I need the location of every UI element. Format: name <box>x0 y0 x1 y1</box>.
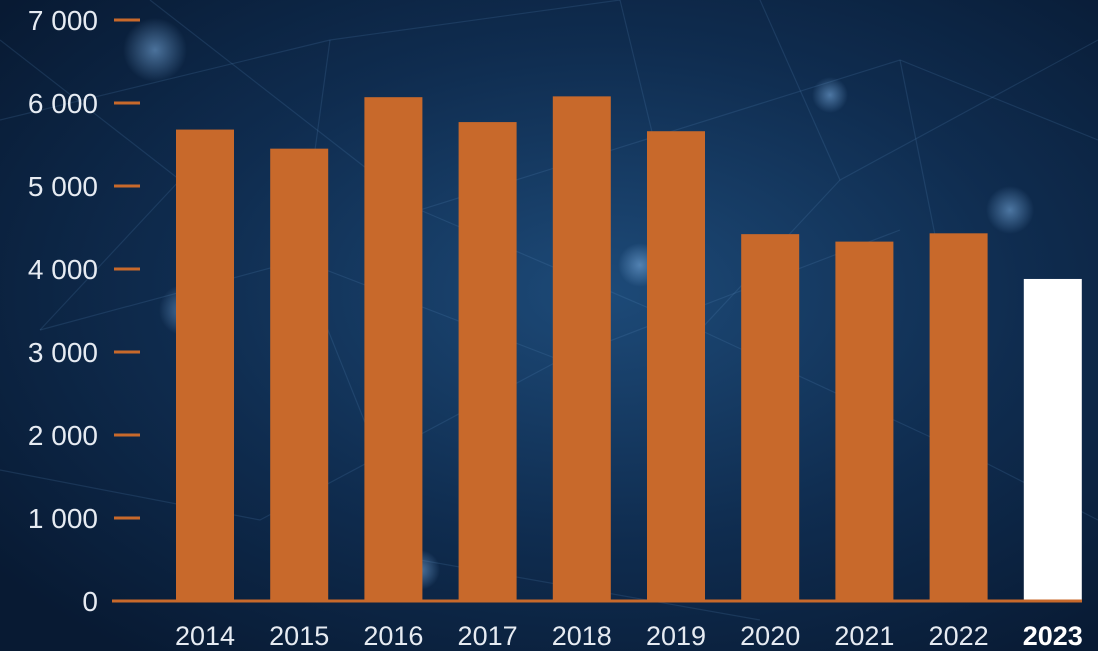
y-tick-label: 7 000 <box>28 5 98 36</box>
bar-2020 <box>741 234 800 601</box>
x-tick-label: 2020 <box>740 621 800 651</box>
y-tick-label: 3 000 <box>28 337 98 368</box>
x-tick-label: 2016 <box>363 621 423 651</box>
y-tick-label: 2 000 <box>28 420 98 451</box>
bar-2017 <box>458 122 517 601</box>
y-axis: 0 1 000 2 000 3 000 4 000 5 000 6 000 7 000 <box>28 5 140 617</box>
bar-2016 <box>364 97 423 601</box>
bar-2015 <box>270 148 329 601</box>
x-tick-label: 2015 <box>269 621 329 651</box>
bar-2023 <box>1023 278 1082 601</box>
x-tick-label: 2017 <box>458 621 518 651</box>
bar-2014 <box>176 129 234 601</box>
y-tick-label: 5 000 <box>28 171 98 202</box>
x-tick-label: 2023 <box>1023 621 1083 651</box>
bar-2022 <box>929 233 988 601</box>
x-tick-label: 2022 <box>929 621 989 651</box>
y-tick-label: 0 <box>82 586 98 617</box>
y-tick-label: 1 000 <box>28 503 98 534</box>
bar-2021 <box>835 241 894 602</box>
x-tick-label: 2014 <box>175 621 235 651</box>
bar-2019 <box>647 131 705 601</box>
x-tick-label: 2021 <box>834 621 894 651</box>
x-axis: 2014 2015 2016 2017 2018 2019 2020 2021 2022 2023 <box>175 621 1083 651</box>
bars <box>176 96 1082 602</box>
x-tick-label: 2019 <box>646 621 706 651</box>
y-tick-label: 4 000 <box>28 254 98 285</box>
bar-2018 <box>552 96 611 602</box>
y-tick-label: 6 000 <box>28 88 98 119</box>
x-tick-label: 2018 <box>552 621 612 651</box>
